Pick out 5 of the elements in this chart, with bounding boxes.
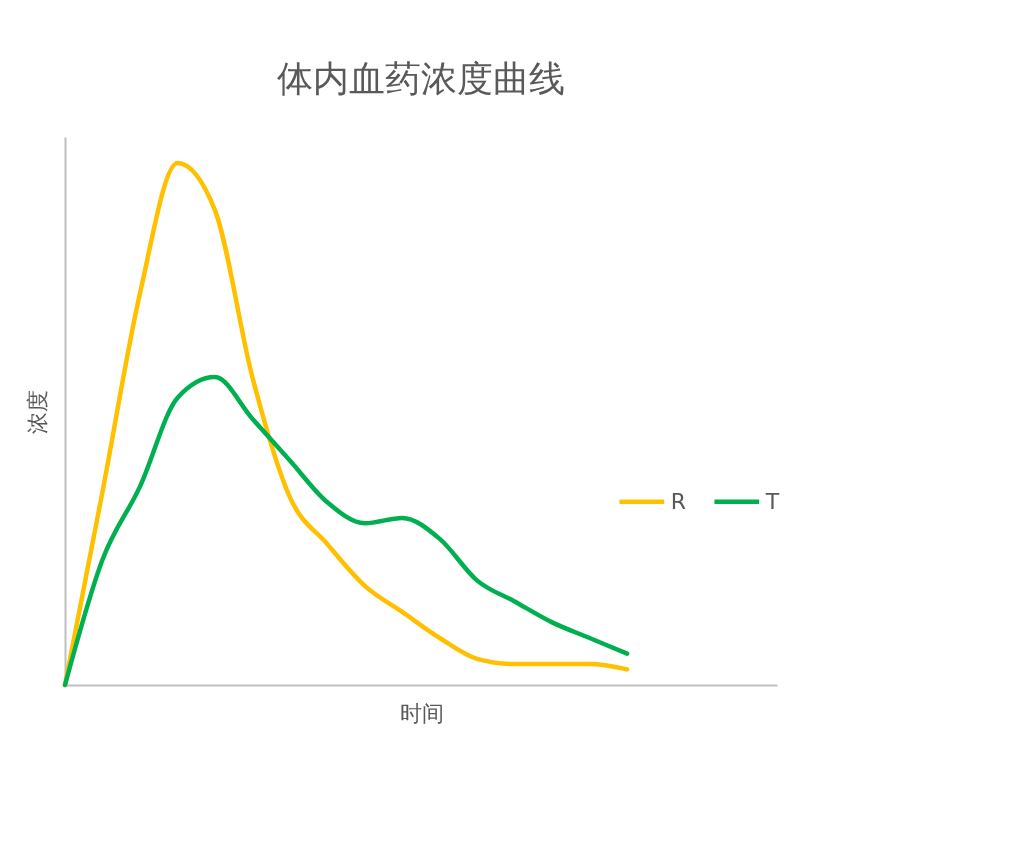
x-axis-title: 时间 <box>399 700 444 726</box>
y-axis-title: 浓度 <box>24 389 50 434</box>
chart-title: 体内血药浓度曲线 <box>277 58 565 99</box>
legend-label: T <box>764 488 780 514</box>
legend-label: R <box>670 488 687 514</box>
